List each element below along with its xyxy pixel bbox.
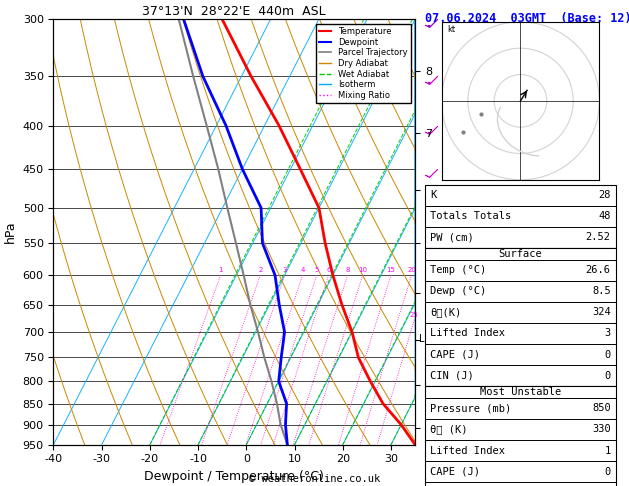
Text: 25: 25 xyxy=(410,312,419,318)
Text: Temp (°C): Temp (°C) xyxy=(430,265,487,275)
Bar xyxy=(425,248,616,386)
X-axis label: Dewpoint / Temperature (°C): Dewpoint / Temperature (°C) xyxy=(145,470,324,483)
Bar xyxy=(425,386,616,486)
Text: 330: 330 xyxy=(592,424,611,434)
Text: 2: 2 xyxy=(258,267,262,273)
Text: 28: 28 xyxy=(598,190,611,200)
Text: CAPE (J): CAPE (J) xyxy=(430,349,481,360)
Text: Pressure (mb): Pressure (mb) xyxy=(430,403,511,414)
Text: 8.5: 8.5 xyxy=(592,286,611,296)
Text: PW (cm): PW (cm) xyxy=(430,232,474,243)
Text: 2.52: 2.52 xyxy=(586,232,611,243)
Text: 3: 3 xyxy=(604,329,611,338)
Text: 850: 850 xyxy=(592,403,611,414)
Text: 15: 15 xyxy=(387,267,396,273)
Text: © weatheronline.co.uk: © weatheronline.co.uk xyxy=(249,473,380,484)
Title: 37°13'N  28°22'E  440m  ASL: 37°13'N 28°22'E 440m ASL xyxy=(143,5,326,18)
Text: kt: kt xyxy=(447,25,455,35)
Text: 0: 0 xyxy=(604,467,611,477)
Text: 07.06.2024  03GMT  (Base: 12): 07.06.2024 03GMT (Base: 12) xyxy=(425,12,629,25)
Text: CIN (J): CIN (J) xyxy=(430,371,474,381)
Text: 20: 20 xyxy=(407,267,416,273)
Y-axis label: km
ASL: km ASL xyxy=(433,222,455,243)
Text: θᴄ(K): θᴄ(K) xyxy=(430,307,462,317)
Text: 8: 8 xyxy=(345,267,350,273)
Text: CAPE (J): CAPE (J) xyxy=(430,467,481,477)
Text: 324: 324 xyxy=(592,307,611,317)
Text: 48: 48 xyxy=(598,211,611,221)
Legend: Temperature, Dewpoint, Parcel Trajectory, Dry Adiabat, Wet Adiabat, Isotherm, Mi: Temperature, Dewpoint, Parcel Trajectory… xyxy=(316,24,411,103)
Text: 6: 6 xyxy=(326,267,331,273)
Text: Totals Totals: Totals Totals xyxy=(430,211,511,221)
Text: Surface: Surface xyxy=(499,249,542,259)
Text: 5: 5 xyxy=(314,267,319,273)
Text: 1: 1 xyxy=(218,267,223,273)
Text: 0: 0 xyxy=(604,349,611,360)
Bar xyxy=(425,185,616,248)
Text: 10: 10 xyxy=(359,267,367,273)
Text: 4: 4 xyxy=(301,267,305,273)
Text: 0: 0 xyxy=(604,371,611,381)
Text: Lifted Index: Lifted Index xyxy=(430,329,505,338)
Text: LCL: LCL xyxy=(420,334,437,345)
Y-axis label: hPa: hPa xyxy=(4,221,17,243)
Text: 1: 1 xyxy=(604,446,611,455)
Text: Lifted Index: Lifted Index xyxy=(430,446,505,455)
Text: Dewp (°C): Dewp (°C) xyxy=(430,286,487,296)
Text: K: K xyxy=(430,190,437,200)
Text: Most Unstable: Most Unstable xyxy=(480,387,561,397)
Text: 26.6: 26.6 xyxy=(586,265,611,275)
Text: θᴄ (K): θᴄ (K) xyxy=(430,424,468,434)
Text: 3: 3 xyxy=(282,267,287,273)
